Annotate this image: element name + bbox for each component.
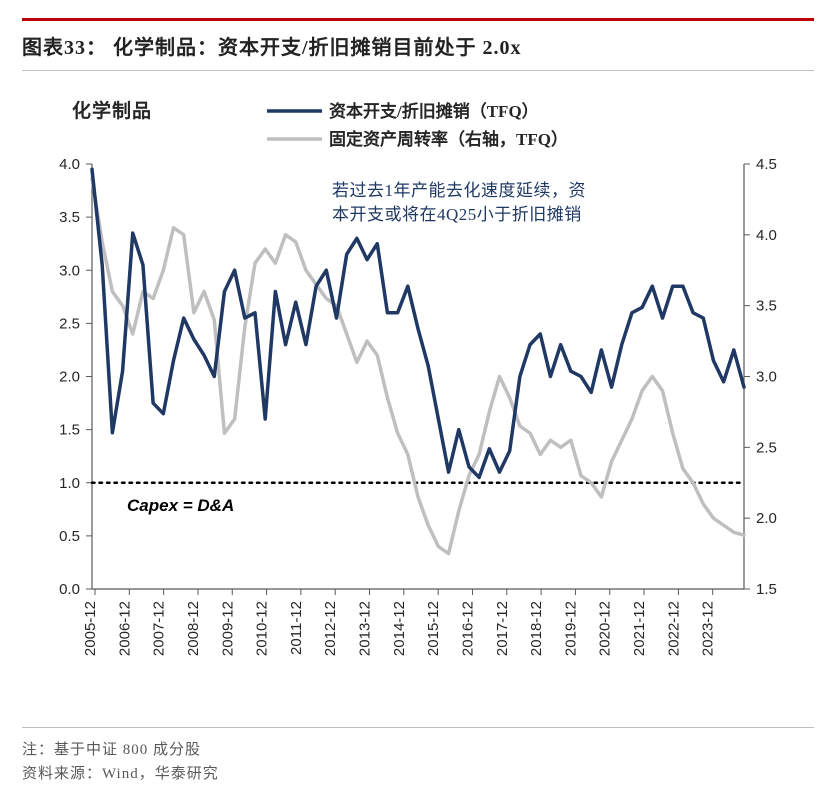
svg-text:3.0: 3.0	[756, 369, 777, 386]
svg-text:0.0: 0.0	[59, 581, 80, 598]
svg-text:4.0: 4.0	[59, 156, 80, 173]
svg-text:2010-12: 2010-12	[254, 601, 271, 656]
chart-area: 0.0 0.5 1.0 1.5 2.0 2.5 3.0 3.5 4.0 1.5 2.0 2.5 3.0 3…	[22, 89, 814, 709]
svg-text:1.5: 1.5	[59, 422, 80, 439]
svg-text:2020-12: 2020-12	[597, 601, 614, 656]
svg-text:1.5: 1.5	[756, 581, 777, 598]
svg-text:Capex = D&A: Capex = D&A	[127, 496, 234, 515]
figure-container: 图表33： 化学制品：资本开支/折旧摊销目前处于 2.0x 0.0 0.5 1.0 1…	[0, 0, 836, 784]
svg-text:2015-12: 2015-12	[425, 601, 442, 656]
chart-svg: 0.0 0.5 1.0 1.5 2.0 2.5 3.0 3.5 4.0 1.5 2.0 2.5 3.0 3…	[22, 89, 814, 709]
title-row: 图表33： 化学制品：资本开支/折旧摊销目前处于 2.0x	[22, 18, 814, 71]
svg-text:2019-12: 2019-12	[562, 601, 579, 656]
footnote-block: 注：基于中证 800 成分股 资料来源：Wind，华泰研究	[22, 727, 814, 786]
svg-text:固定资产周转率（右轴，TFQ）: 固定资产周转率（右轴，TFQ）	[329, 129, 568, 149]
svg-text:2.5: 2.5	[59, 315, 80, 332]
svg-text:2017-12: 2017-12	[494, 601, 511, 656]
svg-text:资本开支/折旧摊销（TFQ）: 资本开支/折旧摊销（TFQ）	[329, 101, 539, 121]
svg-text:化学制品: 化学制品	[72, 99, 152, 122]
svg-text:2.5: 2.5	[756, 439, 777, 456]
svg-text:2016-12: 2016-12	[459, 601, 476, 656]
svg-text:3.5: 3.5	[756, 298, 777, 315]
svg-text:2007-12: 2007-12	[151, 601, 168, 656]
svg-text:1.0: 1.0	[59, 475, 80, 492]
svg-text:2018-12: 2018-12	[528, 601, 545, 656]
svg-text:若过去1年产能去化速度延续，资: 若过去1年产能去化速度延续，资	[332, 181, 586, 200]
svg-text:本开支或将在4Q25小于折旧摊销: 本开支或将在4Q25小于折旧摊销	[332, 205, 582, 224]
svg-text:4.5: 4.5	[756, 156, 777, 173]
footnote-line-2: 资料来源：Wind，华泰研究	[22, 762, 814, 786]
svg-text:2005-12: 2005-12	[82, 601, 99, 656]
svg-text:2022-12: 2022-12	[665, 601, 682, 656]
svg-text:4.0: 4.0	[756, 227, 777, 244]
svg-text:2009-12: 2009-12	[219, 601, 236, 656]
svg-text:2021-12: 2021-12	[631, 601, 648, 656]
svg-text:2011-12: 2011-12	[288, 601, 305, 655]
svg-text:2013-12: 2013-12	[357, 601, 374, 656]
svg-text:2008-12: 2008-12	[185, 601, 202, 656]
svg-text:2014-12: 2014-12	[391, 601, 408, 656]
svg-text:3.5: 3.5	[59, 209, 80, 226]
svg-text:2023-12: 2023-12	[700, 601, 717, 656]
svg-text:2.0: 2.0	[59, 369, 80, 386]
svg-text:0.5: 0.5	[59, 528, 80, 545]
svg-text:2012-12: 2012-12	[322, 601, 339, 656]
svg-text:2.0: 2.0	[756, 510, 777, 527]
footnote-line-1: 注：基于中证 800 成分股	[22, 738, 814, 762]
chart-title: 图表33： 化学制品：资本开支/折旧摊销目前处于 2.0x	[22, 31, 814, 60]
svg-text:3.0: 3.0	[59, 262, 80, 279]
svg-text:2006-12: 2006-12	[116, 601, 133, 656]
